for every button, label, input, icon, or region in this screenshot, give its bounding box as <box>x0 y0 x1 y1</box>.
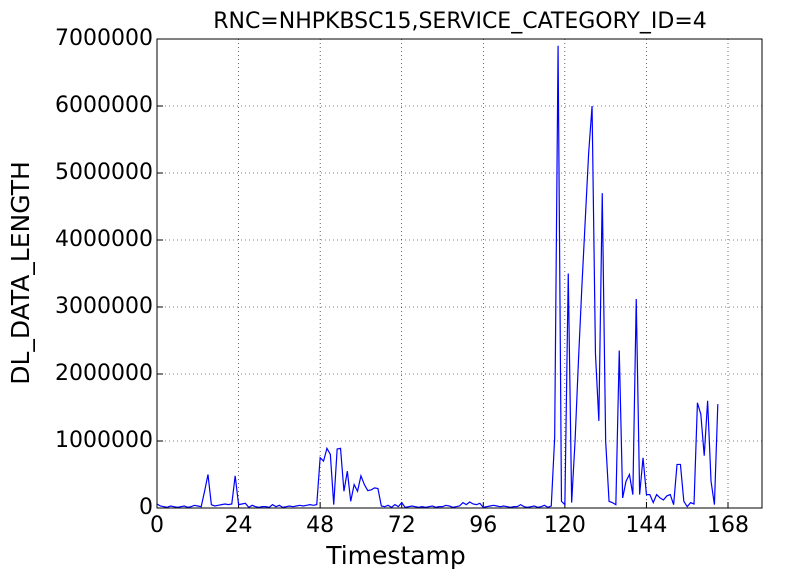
plot-frame <box>156 38 763 509</box>
y-tick-label: 4000000 <box>55 227 153 252</box>
y-tick-label: 2000000 <box>55 361 153 386</box>
data-line <box>156 45 719 509</box>
y-tick-label: 6000000 <box>55 93 153 118</box>
y-tick-label: 5000000 <box>55 160 153 185</box>
chart-title: RNC=NHPKBSC15,SERVICE_CATEGORY_ID=4 <box>213 9 707 34</box>
x-tick-label: 48 <box>306 513 334 538</box>
x-tick-label: 96 <box>469 513 497 538</box>
y-tick-label: 7000000 <box>55 26 153 51</box>
x-tick-label: 24 <box>225 513 253 538</box>
y-tick-label: 1000000 <box>55 428 153 453</box>
x-tick-label: 120 <box>544 513 586 538</box>
y-tick-label: 0 <box>139 495 153 520</box>
y-axis-label: DL_DATA_LENGTH <box>6 161 35 385</box>
x-axis-label: Timestamp <box>325 541 466 570</box>
x-tick-label: 144 <box>625 513 667 538</box>
x-tick-label: 168 <box>707 513 749 538</box>
y-tick-label: 3000000 <box>55 294 153 319</box>
x-tick-label: 0 <box>150 513 164 538</box>
x-tick-label: 72 <box>388 513 416 538</box>
